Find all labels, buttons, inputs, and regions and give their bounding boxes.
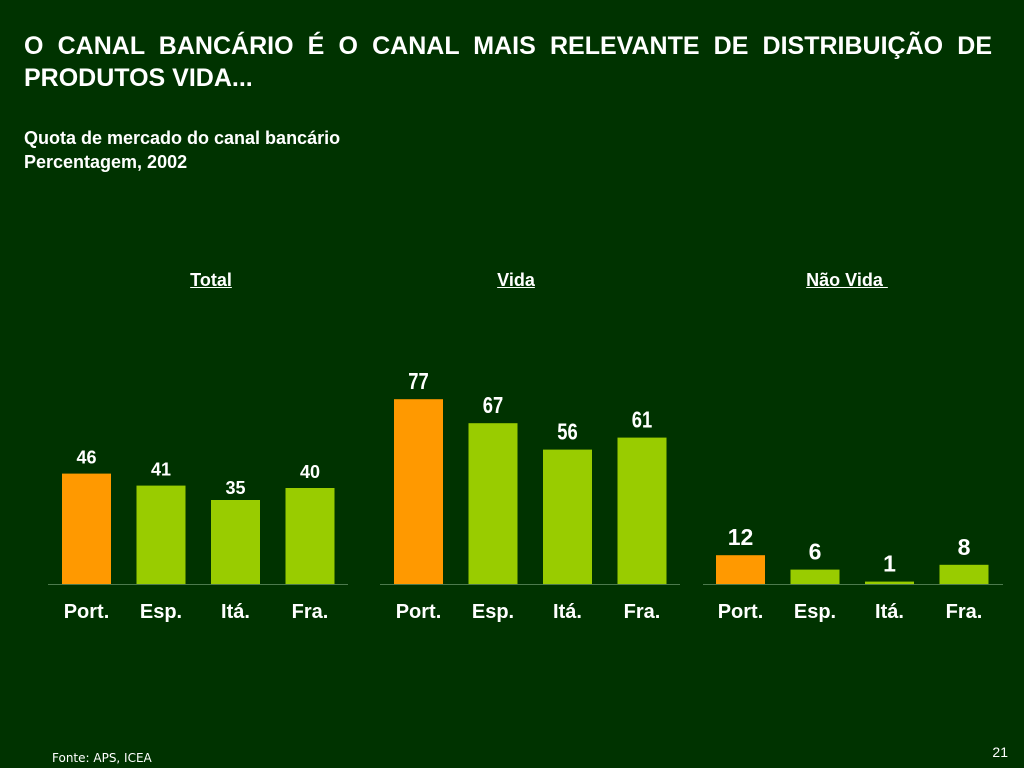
n-o-vida-bar-fra [939,564,989,584]
panel-title-vida: Vida [497,270,535,290]
total-bar-it [211,500,260,584]
total-category-label-esp: Esp. [140,601,182,623]
subtitle-line-2: Percentagem, 2002 [24,152,188,172]
total-category-label-it: Itá. [221,601,250,623]
panel-title-nao-vida: Não Vida [806,270,888,290]
n-o-vida-category-label-fra: Fra. [946,601,983,623]
n-o-vida-category-label-port: Port. [718,601,764,623]
vida-value-label-esp: 67 [483,393,503,418]
n-o-vida-bar-it [865,581,914,584]
vida-value-label-it: 56 [557,420,577,445]
vida-bar-esp [468,423,518,584]
n-o-vida-value-label-port: 12 [728,524,754,550]
total-value-label-port: 46 [76,448,96,468]
n-o-vida-bar-esp [790,569,840,584]
n-o-vida-value-label-esp: 6 [809,539,822,565]
total-value-label-esp: 41 [151,460,171,480]
page-number: 21 [992,744,1008,760]
n-o-vida-value-label-it: 1 [883,551,896,577]
vida-category-label-it: Itá. [553,601,582,623]
n-o-vida-category-label-esp: Esp. [794,601,836,623]
n-o-vida-category-label-it: Itá. [875,601,904,623]
n-o-vida-value-label-fra: 8 [958,534,971,560]
vida-bar-fra [617,437,667,584]
panel-title-total: Total [190,270,232,290]
source-note: Fonte: APS, ICEA [52,751,152,765]
vida-bar-port [394,399,443,584]
total-bar-port [62,473,111,584]
vida-category-label-fra: Fra. [624,601,661,623]
page-title: O CANAL BANCÁRIO É O CANAL MAIS RELEVANT… [24,32,992,92]
vida-value-label-port: 77 [408,369,428,394]
subtitle-line-1: Quota de mercado do canal bancário [24,128,341,148]
total-bar-fra [285,488,335,584]
n-o-vida-bar-port [716,555,765,584]
total-value-label-it: 35 [225,478,245,498]
vida-category-label-port: Port. [396,601,442,623]
vida-category-label-esp: Esp. [472,601,514,623]
vida-bar-it [543,449,592,584]
vida-value-label-fra: 61 [632,408,652,433]
chart-subtitle: Quota de mercado do canal bancário Perce… [24,126,340,174]
total-category-label-fra: Fra. [292,601,329,623]
total-value-label-fra: 40 [300,462,320,482]
total-bar-esp [136,485,186,584]
total-category-label-port: Port. [64,601,110,623]
